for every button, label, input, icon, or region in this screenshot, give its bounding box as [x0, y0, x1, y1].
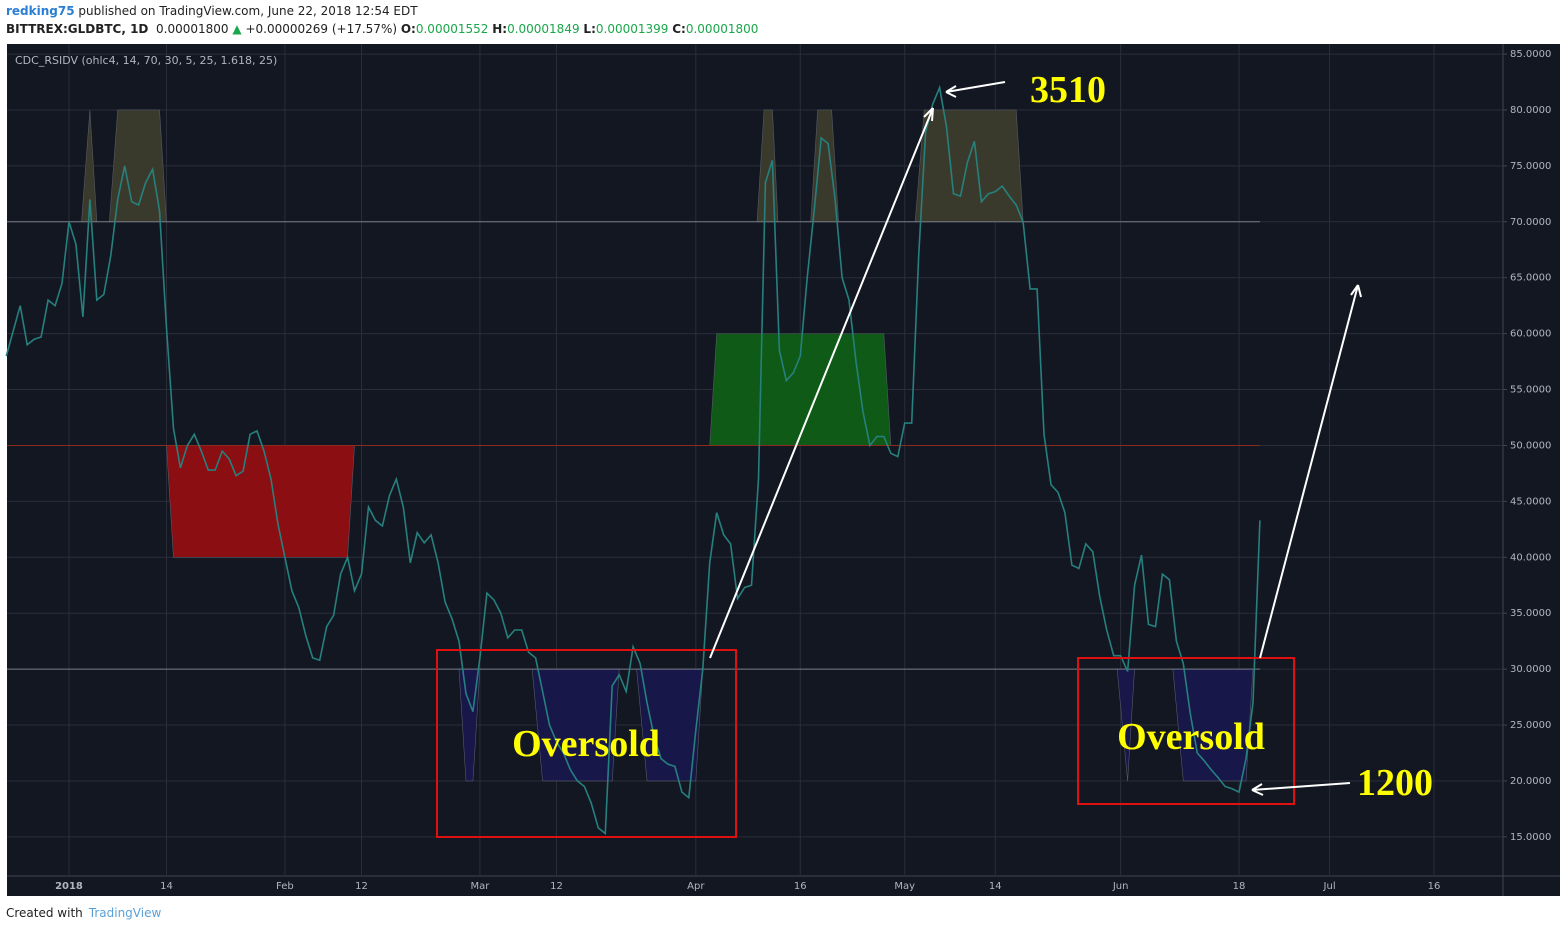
y-tick-label: 40.0000 — [1510, 552, 1551, 563]
brand: TradingView — [88, 906, 162, 920]
x-tick-label: Apr — [687, 881, 705, 892]
ohlc-value: 0.00001399 — [595, 22, 669, 36]
annotation: 1200 — [1357, 762, 1433, 804]
published: published on TradingView.com, June 22, 2… — [78, 4, 418, 18]
price: 0.00001800 — [156, 22, 229, 36]
y-tick-label: 50.0000 — [1510, 440, 1551, 451]
x-tick-label: May — [894, 881, 915, 892]
ohlc-value: 0.00001849 — [507, 22, 580, 36]
x-tick-label: 16 — [794, 881, 807, 892]
ohlc-value: 0.00001552 — [415, 22, 489, 36]
x-tick-label: 14 — [989, 881, 1002, 892]
annotation: 3510 — [1030, 69, 1106, 111]
y-tick-label: 20.0000 — [1510, 776, 1551, 787]
zone-fill — [166, 445, 355, 558]
y-tick-label: 85.0000 — [1510, 49, 1551, 60]
y-tick-label: 25.0000 — [1510, 720, 1551, 731]
x-tick-label: Jun — [1112, 881, 1129, 892]
rsi-line — [5, 84, 1261, 836]
chart: CDC_RSIDV (ohlc4, 14, 70, 30, 5, 25, 1.6… — [5, 44, 1560, 896]
zone-fill — [914, 109, 1024, 223]
y-tick-label: 45.0000 — [1510, 496, 1551, 507]
y-tick-label: 15.0000 — [1510, 832, 1551, 843]
y-tick-label: 35.0000 — [1510, 608, 1551, 619]
y-tick-label: 70.0000 — [1510, 217, 1551, 228]
x-tick-label: 16 — [1428, 881, 1441, 892]
x-tick-label: Mar — [470, 881, 490, 892]
x-tick-label: 18 — [1233, 881, 1246, 892]
y-tick-label: 80.0000 — [1510, 105, 1551, 116]
ohlc-value: 0.00001800 — [685, 22, 759, 36]
user: redking75 — [6, 4, 75, 18]
symbol: BITTREX:GLDBTC, 1D — [6, 22, 149, 36]
arrow — [945, 81, 1006, 98]
y-tick-label: 55.0000 — [1510, 385, 1551, 396]
annotation: Oversold — [1117, 716, 1265, 758]
change: +0.00000269 (+17.57%) — [245, 22, 398, 36]
arrow — [709, 107, 934, 659]
y-tick-label: 30.0000 — [1510, 664, 1551, 675]
highlight-box — [1077, 657, 1295, 805]
annotations: Oversold Oversold 3510 1200 — [436, 69, 1433, 838]
ohlc-label: H: — [492, 22, 508, 36]
arrow — [1259, 284, 1362, 659]
y-tick-label: 60.0000 — [1510, 329, 1551, 340]
y-tick-label: 75.0000 — [1510, 161, 1551, 172]
quote-line: BITTREX:GLDBTC, 1D 0.00001800 ▲ +0.00000… — [6, 22, 758, 36]
ohlc-label: O: — [400, 22, 416, 36]
ohlc-label: C: — [672, 22, 686, 36]
highlight-box — [436, 649, 737, 838]
y-tick-label: 65.0000 — [1510, 273, 1551, 284]
x-tick-label: 2018 — [55, 881, 83, 892]
arrow: ▲ — [232, 22, 242, 36]
ohlc-label: L: — [583, 22, 596, 36]
x-tick-label: 12 — [355, 881, 368, 892]
indicator-label: CDC_RSIDV (ohlc4, 14, 70, 30, 5, 25, 1.6… — [15, 54, 277, 67]
annotation: Oversold — [512, 723, 660, 765]
footer-text: Created with — [6, 906, 83, 920]
x-tick-label: Jul — [1323, 881, 1336, 892]
x-tick-label: 12 — [550, 881, 563, 892]
x-tick-label: 14 — [160, 881, 173, 892]
arrow — [1251, 782, 1351, 796]
footer: Created with TradingView — [6, 906, 161, 920]
x-tick-label: Feb — [276, 881, 294, 892]
header-line: redking75 published on TradingView.com, … — [6, 4, 418, 18]
